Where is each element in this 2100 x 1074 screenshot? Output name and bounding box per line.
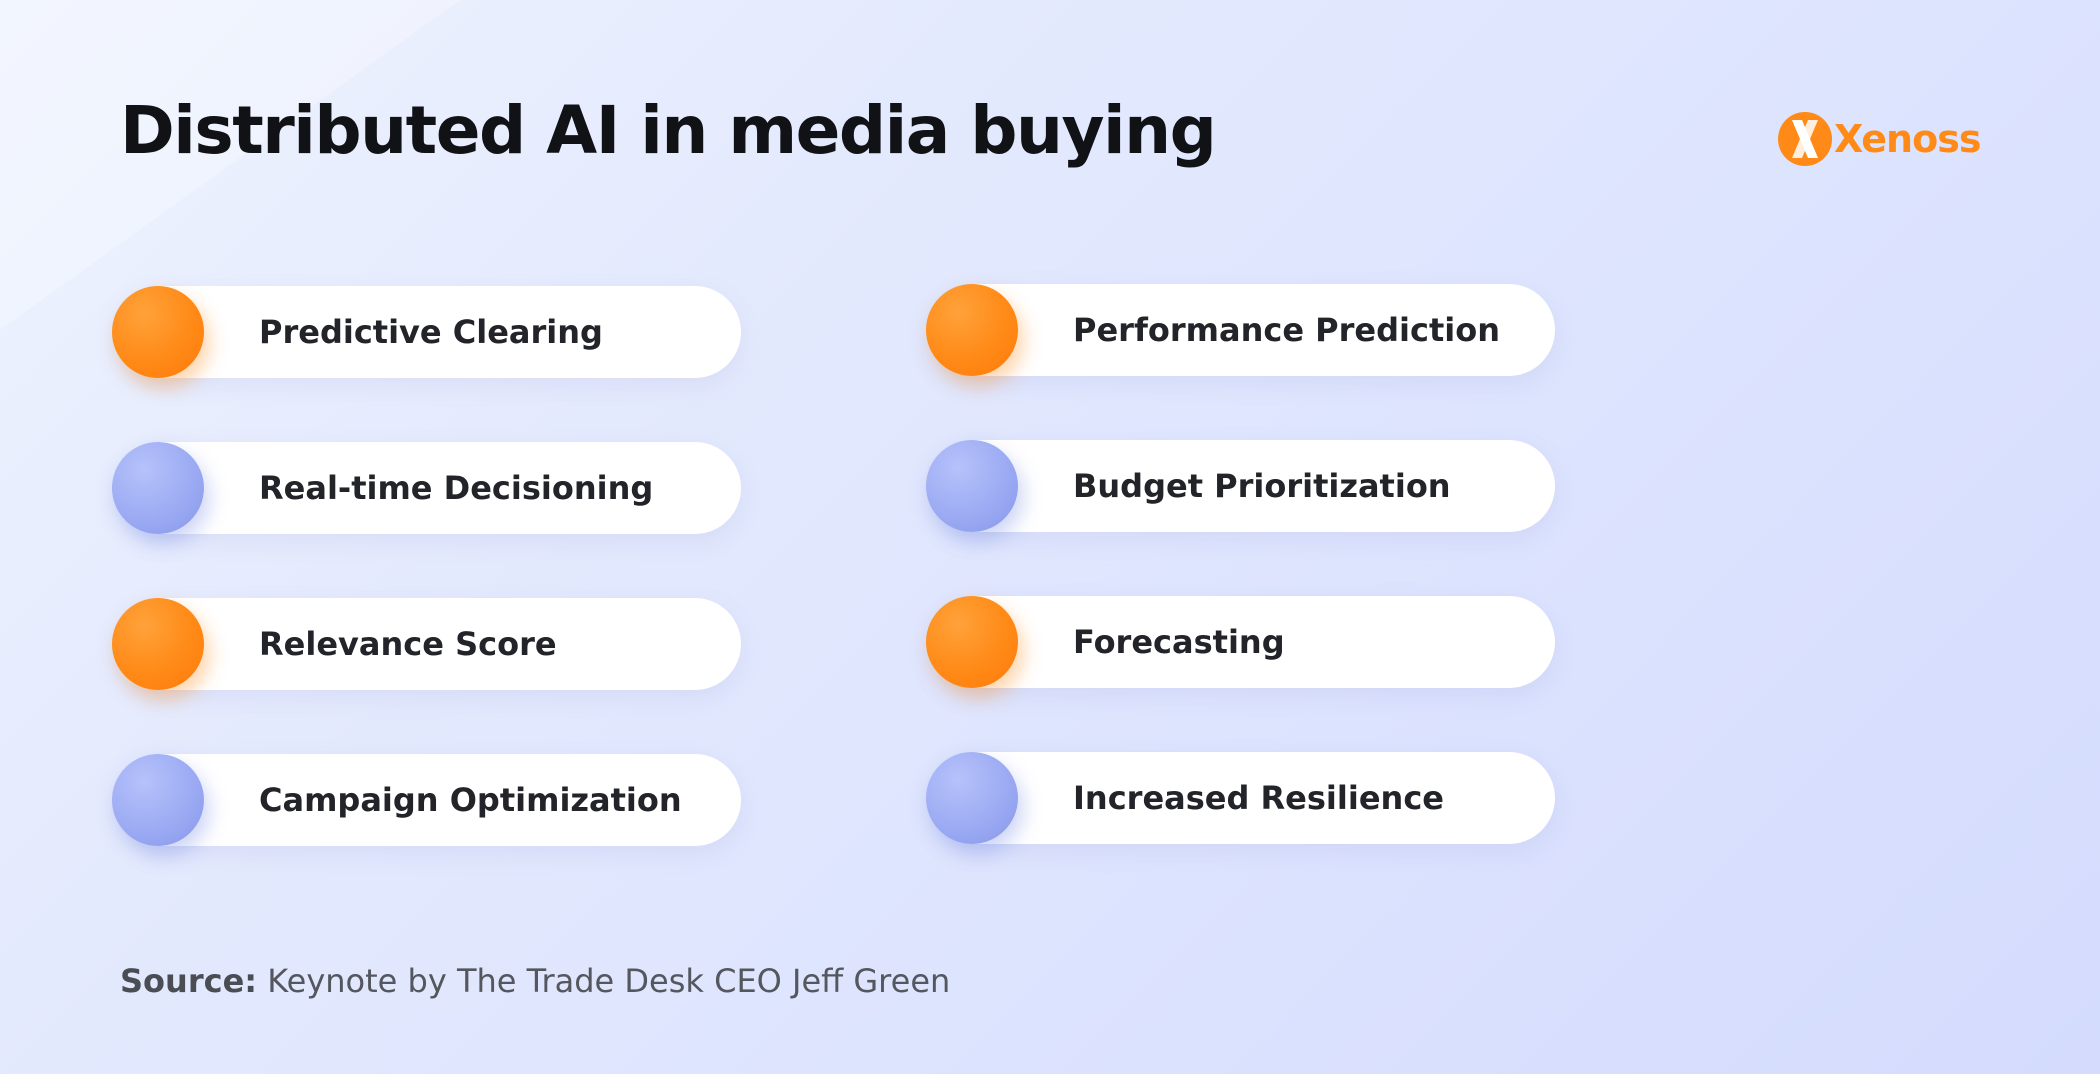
feature-label: Real-time Decisioning	[259, 469, 654, 507]
orange-dot-icon	[926, 284, 1018, 376]
page-title: Distributed AI in media buying	[120, 92, 1217, 169]
background-decoration	[0, 0, 460, 330]
feature-label: Performance Prediction	[1073, 311, 1500, 349]
orange-dot-icon	[926, 596, 1018, 688]
xenoss-logo: Xenoss	[1778, 112, 1981, 166]
feature-pill: Increased Resilience	[926, 752, 1555, 844]
orange-dot-icon	[112, 598, 204, 690]
feature-pill: Predictive Clearing	[112, 286, 741, 378]
feature-label: Campaign Optimization	[259, 781, 682, 819]
orange-dot-icon	[112, 286, 204, 378]
blue-dot-icon	[112, 442, 204, 534]
feature-label: Forecasting	[1073, 623, 1285, 661]
blue-dot-icon	[926, 440, 1018, 532]
feature-pill: Performance Prediction	[926, 284, 1555, 376]
feature-label: Predictive Clearing	[259, 313, 603, 351]
feature-label: Budget Prioritization	[1073, 467, 1451, 505]
source-label: Source:	[120, 962, 258, 1000]
feature-pill: Campaign Optimization	[112, 754, 741, 846]
source-text: Keynote by The Trade Desk CEO Jeff Green	[267, 962, 951, 1000]
source-note: Source: Keynote by The Trade Desk CEO Je…	[120, 962, 950, 1000]
feature-pill: Budget Prioritization	[926, 440, 1555, 532]
xenoss-logo-icon	[1778, 112, 1832, 166]
feature-label: Relevance Score	[259, 625, 557, 663]
logo-text: Xenoss	[1834, 117, 1981, 161]
feature-pill: Forecasting	[926, 596, 1555, 688]
feature-label: Increased Resilience	[1073, 779, 1444, 817]
blue-dot-icon	[112, 754, 204, 846]
feature-pill: Relevance Score	[112, 598, 741, 690]
blue-dot-icon	[926, 752, 1018, 844]
feature-pill: Real-time Decisioning	[112, 442, 741, 534]
